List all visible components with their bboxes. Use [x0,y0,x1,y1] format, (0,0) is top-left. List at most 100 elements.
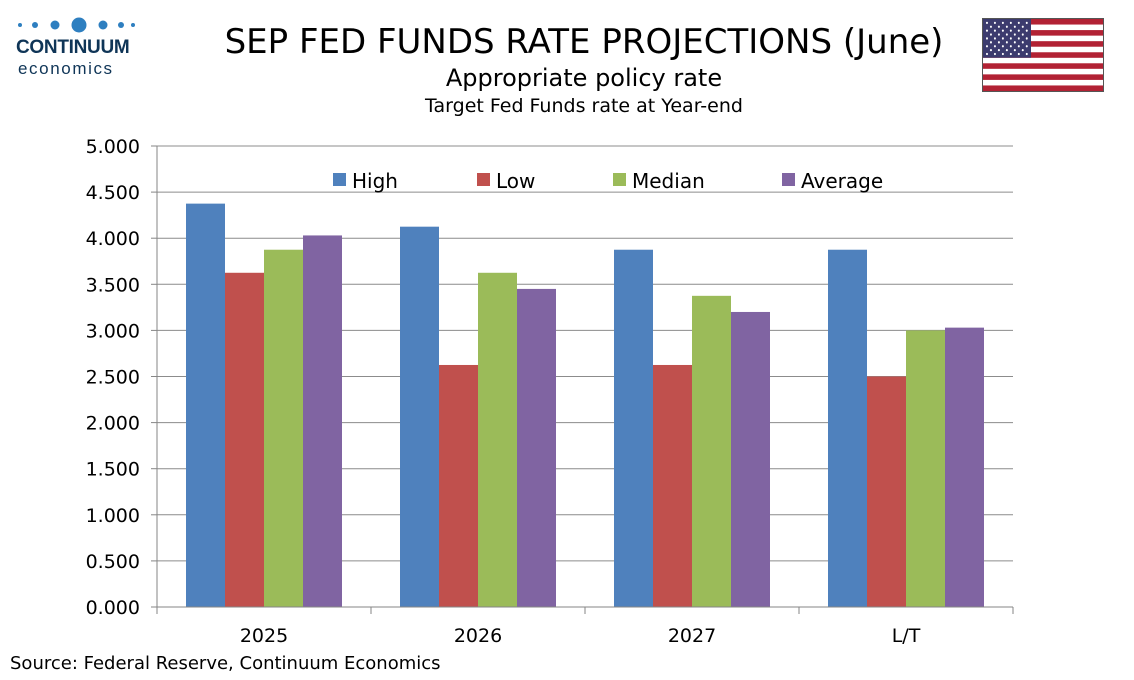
flag-star [1021,25,1024,28]
flag-star [1013,33,1016,36]
flag-star [997,41,1000,44]
y-tick-label: 1.500 [86,459,140,481]
flag-star [1021,33,1024,36]
y-tick-label: 2.000 [86,413,140,435]
chart-title: SEP FED FUNDS RATE PROJECTIONS (June) [225,22,944,62]
source-note: Source: Federal Reserve, Continuum Econo… [10,653,441,674]
bar-average-2025 [303,235,342,607]
logo-brand: CONTINUUM [16,37,130,58]
bar-average-2027 [731,311,770,607]
flag-star [997,33,1000,36]
flag-star [1005,25,1008,28]
chart-subtitle: Appropriate policy rate [446,64,722,92]
legend: High Low Median Average [333,169,883,193]
flag-star [1025,21,1028,25]
legend-label-high: High [352,169,398,193]
flag-star [985,45,988,48]
bar-high-2025 [186,203,225,607]
y-tick-label: 4.500 [86,182,140,204]
flag-star [993,21,996,25]
bars [186,203,984,608]
y-tick-label: 0.000 [86,597,140,619]
legend-swatch-low [477,173,490,186]
flag-star [1009,21,1012,25]
flag-star [1017,37,1020,40]
flag-star [1025,45,1028,48]
axes: 0.000 0.500 1.000 1.500 2.000 2.500 3.000 3.500… [86,136,1014,647]
flag-star [1017,45,1020,48]
flag-star [1017,21,1020,25]
flag-star [1025,29,1028,32]
flag-star [1013,41,1016,44]
flag-star [989,48,992,52]
flag-star [993,29,996,32]
flag-star [1001,37,1004,40]
logo-sub: economics [18,59,114,78]
x-tick-label: 2026 [454,625,502,647]
flag-star [1005,33,1008,36]
bar-low-2027 [653,364,692,607]
legend-swatch-median [613,173,626,186]
flag-star [985,29,988,32]
flag-star [1009,37,1012,40]
y-tick-label: 1.000 [86,505,140,527]
bar-low-2025 [225,272,264,607]
flag-star [1017,29,1020,32]
flag-star [985,52,988,56]
flag-star [1025,52,1028,56]
legend-label-low: Low [496,169,535,193]
flag-star [1005,41,1008,44]
y-tick-label: 5.000 [86,136,140,158]
bar-average-2026 [517,288,556,607]
flag-star [1009,52,1012,56]
legend-label-average: Average [801,169,883,193]
flag-star [989,33,992,36]
continuum-economics-logo: CONTINUUM economics [10,12,150,82]
flag-star [985,37,988,40]
legend-swatch-average [782,173,795,186]
flag-star [993,37,996,40]
flag-star [1009,29,1012,32]
flag-star [993,45,996,48]
us-flag-icon [982,18,1104,92]
y-tick-label: 3.500 [86,274,140,296]
flag-star [1005,48,1008,52]
bar-high-2027 [614,249,653,607]
y-tick-label: 0.500 [86,551,140,573]
x-tick-label: 2025 [240,625,288,647]
y-tick-label: 3.000 [86,320,140,342]
logo-dots-icon [18,17,135,33]
flag-star [1021,48,1024,52]
bar-median-2025 [264,249,303,607]
legend-swatch-high [333,173,346,186]
bar-median-lt [906,330,945,607]
flag-star [989,41,992,44]
bar-low-lt [867,376,906,607]
flag-star [1001,45,1004,48]
legend-label-median: Median [632,169,705,193]
flag-star [1017,52,1020,56]
flag-star [997,25,1000,28]
y-tick-label: 2.500 [86,367,140,389]
flag-star [1021,41,1024,44]
flag-star [1001,52,1004,56]
bar-high-2026 [400,226,439,608]
flag-star [1025,37,1028,40]
bar-median-2027 [692,295,731,607]
chart-subtitle-2: Target Fed Funds rate at Year-end [424,95,743,117]
y-tick-label: 4.000 [86,228,140,250]
flag-star [993,52,996,56]
bar-low-2026 [439,364,478,607]
flag-star [989,25,992,28]
flag-star [1013,25,1016,28]
flag-star [1013,48,1016,52]
flag-star [1009,45,1012,48]
flag-star [1001,21,1004,25]
flag-star [985,21,988,25]
bar-median-2026 [478,272,517,607]
bar-average-lt [945,327,984,607]
bar-high-lt [828,249,867,607]
x-tick-label: L/T [892,625,921,647]
flag-star [997,48,1000,52]
